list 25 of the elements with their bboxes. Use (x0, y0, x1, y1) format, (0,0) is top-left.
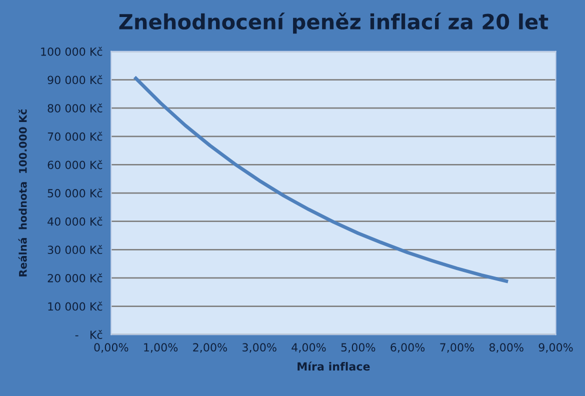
y-tick-label: 80 000 Kč (48, 103, 102, 112)
x-tick-label: 6,00% (390, 343, 425, 353)
y-tick-label: 60 000 Kč (48, 160, 102, 170)
y-tick-label: 10 000 Kč (48, 302, 102, 311)
chart-title: Znehodnocení peněz inflací za 20 let (119, 12, 548, 34)
y-tick-label: 90 000 Kč (48, 75, 102, 84)
y-axis-title: Reálná hodnota 100.000 Kč (18, 109, 27, 276)
y-tick-label: 40 000 Kč (48, 216, 102, 226)
x-tick-label: 9,00% (538, 343, 573, 353)
y-tick-label: - Kč (75, 330, 102, 339)
y-tick-label: 20 000 Kč (48, 273, 102, 282)
y-tick-label: 70 000 Kč (48, 132, 102, 141)
line-series (134, 76, 508, 283)
x-tick-label: 3,00% (242, 343, 276, 353)
y-tick-label: 100 000 Kč (41, 46, 102, 56)
x-tick-label: 1,00% (144, 343, 178, 353)
x-tick-label: 0,00% (94, 343, 128, 353)
x-tick-label: 2,00% (193, 343, 227, 353)
x-tick-label: 7,00% (440, 343, 474, 353)
x-tick-label: 8,00% (489, 343, 524, 353)
x-tick-label: 5,00% (341, 343, 376, 353)
x-axis-title: Míra inflace (298, 362, 370, 371)
y-tick-label: 30 000 Kč (48, 245, 102, 254)
x-tick-label: 4,00% (292, 343, 326, 353)
y-tick-label: 50 000 Kč (48, 188, 102, 198)
